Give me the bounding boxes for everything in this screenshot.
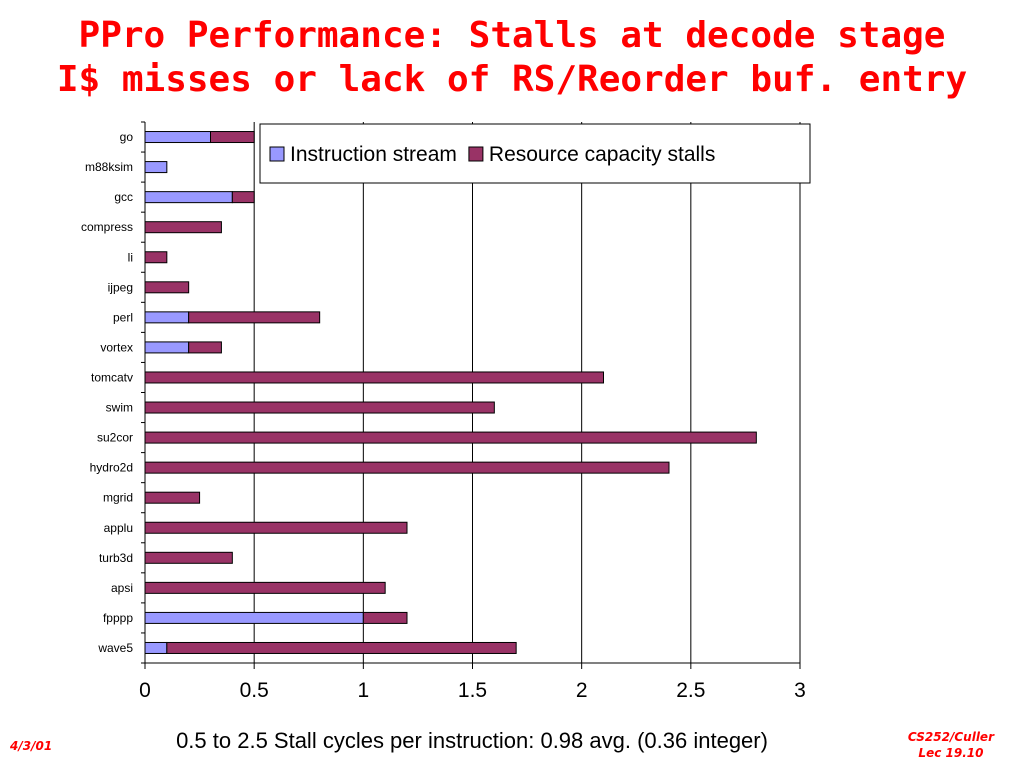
bar-compress-series-1 [144, 221, 222, 234]
category-label-apsi: apsi [111, 581, 133, 595]
bar-wave5-series-0 [144, 641, 168, 654]
category-label-applu: applu [104, 521, 133, 535]
title-line-2: I$ misses or lack of RS/Reorder buf. ent… [56, 59, 968, 100]
category-label-turb3d: turb3d [99, 551, 133, 565]
bar-go-series-1 [210, 131, 255, 144]
x-tick-label: 2.5 [676, 679, 705, 702]
category-label-hydro2d: hydro2d [90, 461, 133, 475]
bar-go-series-0 [144, 131, 211, 144]
bar-perl-series-0 [144, 311, 190, 324]
bar-gcc-series-0 [144, 191, 233, 204]
category-label-su2cor: su2cor [97, 431, 133, 445]
footer-date: 4/3/01 [10, 739, 53, 753]
legend-swatch-0 [269, 146, 285, 162]
bar-vortex-series-1 [188, 341, 222, 354]
x-tick-label: 0 [139, 679, 151, 702]
bar-mgrid-series-1 [144, 491, 201, 504]
category-label-vortex: vortex [100, 340, 133, 354]
footer-course: CS252/Culler Lec 19.10 [908, 729, 994, 761]
bar-gcc-series-1 [231, 191, 255, 204]
category-label-perl: perl [113, 310, 133, 324]
category-label-mgrid: mgrid [103, 491, 133, 505]
bar-li-series-1 [144, 251, 168, 264]
category-label-gcc: gcc [114, 190, 133, 204]
footer-course-name: CS252/Culler [907, 730, 994, 744]
category-label-wave5: wave5 [97, 641, 133, 655]
bar-m88ksim-series-0 [144, 161, 168, 174]
category-label-compress: compress [81, 220, 133, 234]
bar-perl-series-1 [188, 311, 321, 324]
legend-box [259, 123, 811, 184]
category-label-fpppp: fpppp [103, 611, 133, 625]
slide-caption: 0.5 to 2.5 Stall cycles per instruction:… [176, 728, 768, 753]
category-label-go: go [120, 130, 134, 144]
x-tick-label: 2 [576, 679, 588, 702]
bar-wave5-series-1 [166, 641, 517, 654]
slide-title: PPro Performance: Stalls at decode stage… [0, 14, 1024, 102]
legend-label-0: Instruction stream [290, 143, 457, 166]
bar-turb3d-series-1 [144, 551, 233, 564]
bar-hydro2d-series-1 [144, 461, 670, 474]
bar-swim-series-1 [144, 401, 495, 414]
category-label-m88ksim: m88ksim [85, 160, 133, 174]
x-tick-label: 1 [357, 679, 369, 702]
title-line-1: PPro Performance: Stalls at decode stage [78, 15, 946, 56]
x-tick-label: 1.5 [458, 679, 487, 702]
x-tick-label: 3 [794, 679, 806, 702]
bar-fpppp-series-0 [144, 611, 364, 624]
legend-swatch-1 [468, 146, 484, 162]
bar-tomcatv-series-1 [144, 371, 604, 384]
bar-fpppp-series-1 [362, 611, 408, 624]
bar-vortex-series-0 [144, 341, 190, 354]
x-tick-label: 0.5 [240, 679, 269, 702]
bar-applu-series-1 [144, 521, 408, 534]
footer-lecture-number: Lec 19.10 [918, 746, 984, 760]
bar-apsi-series-1 [144, 581, 386, 594]
bar-su2cor-series-1 [144, 431, 757, 444]
legend-label-1: Resource capacity stalls [489, 143, 715, 166]
category-label-li: li [128, 250, 133, 264]
category-label-swim: swim [106, 401, 133, 415]
category-label-tomcatv: tomcatv [91, 370, 133, 384]
bar-ijpeg-series-1 [144, 281, 190, 294]
category-label-ijpeg: ijpeg [108, 280, 133, 294]
